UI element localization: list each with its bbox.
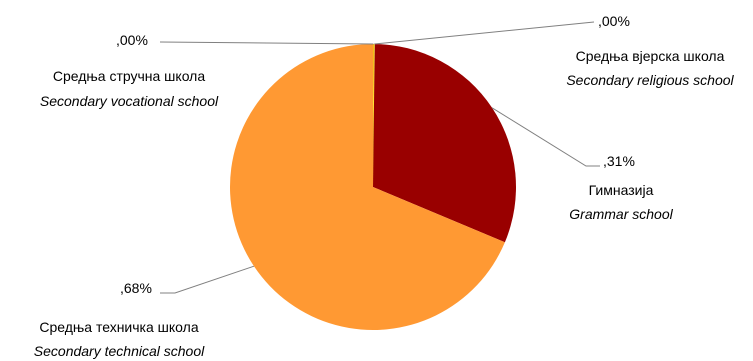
pie-slice-grammar <box>373 44 516 243</box>
slice-value-label-religious: ,00% <box>598 13 630 29</box>
slice-label-en-technical: Secondary technical school <box>34 343 205 359</box>
pie-slice-technical <box>229 44 505 330</box>
pie-slice-vocational <box>373 44 374 187</box>
leader-line-vocational <box>159 41 374 45</box>
slice-value-label-vocational: ,00% <box>116 32 148 48</box>
slice-label-en-religious: Secondary religious school <box>566 72 734 88</box>
slice-label-grammar: Гимназија <box>589 182 654 198</box>
slice-value-label-technical: ,68% <box>120 280 152 296</box>
leader-line-grammar <box>491 107 600 167</box>
leader-line-technical <box>160 265 255 294</box>
pie-slice-religious <box>373 44 375 187</box>
slice-label-en-vocational: Secondary vocational school <box>40 93 219 109</box>
slice-label-religious: Средња вјерска школа <box>576 48 725 64</box>
slice-label-vocational: Средња стручна школа <box>53 68 205 84</box>
slice-label-technical: Средња техничка школа <box>39 319 198 335</box>
slice-label-en-grammar: Grammar school <box>569 206 673 222</box>
slice-value-label-grammar: ,31% <box>603 153 635 169</box>
leader-line-religious <box>374 21 595 45</box>
